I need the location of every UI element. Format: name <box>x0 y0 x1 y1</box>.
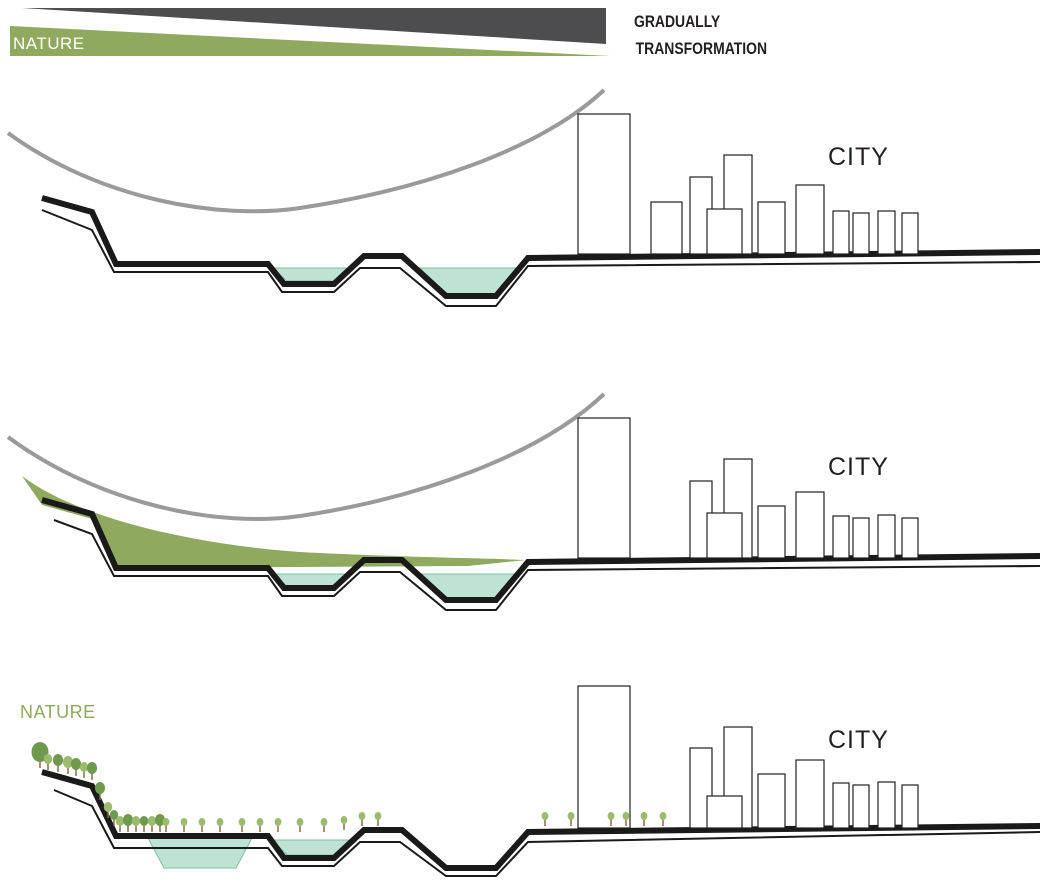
building <box>650 201 683 255</box>
building <box>757 505 786 559</box>
building <box>852 517 870 559</box>
building <box>877 514 896 559</box>
tree-icon <box>622 812 630 820</box>
tree-icon <box>109 810 119 820</box>
city-buildings <box>577 113 919 255</box>
section-1 <box>6 88 1041 307</box>
ground-underline <box>41 209 1041 307</box>
tree-icon <box>147 816 157 826</box>
tree-icon <box>541 812 549 820</box>
tree-icon <box>79 762 89 772</box>
tree-icon <box>180 818 188 826</box>
building <box>877 781 896 829</box>
tree-icon <box>216 818 224 826</box>
building <box>877 210 896 255</box>
tree-icon <box>274 818 282 826</box>
transformation-title: GRADUALLY TRANSFORMATION <box>634 8 767 62</box>
ground-underline <box>53 519 1041 611</box>
water-pool <box>147 837 253 869</box>
building <box>832 210 850 255</box>
tree-icon <box>86 762 98 774</box>
building <box>706 795 743 829</box>
tree-icon <box>607 812 615 820</box>
tree-icon <box>340 816 348 824</box>
tree-icon <box>162 818 170 826</box>
building <box>901 517 919 559</box>
transformation-wedge <box>22 8 606 44</box>
building <box>795 491 825 559</box>
transformation-title-line2: TRANSFORMATION <box>635 39 768 58</box>
tree-icon <box>198 818 206 826</box>
tree-icon <box>374 812 382 820</box>
section-3 <box>31 685 1041 877</box>
city-buildings <box>577 685 919 829</box>
tree-icon <box>358 812 366 820</box>
city-label-3: CITY <box>828 726 889 754</box>
tree-icon <box>567 812 575 820</box>
tree-icon <box>115 816 125 826</box>
building <box>706 208 743 255</box>
building <box>901 212 919 255</box>
tree-icon <box>43 754 53 764</box>
building <box>757 773 786 829</box>
ground-line <box>41 497 1041 603</box>
sky-arc <box>6 392 606 522</box>
ground-line <box>41 769 1041 871</box>
section-2 <box>6 392 1041 611</box>
tree-icon <box>131 816 141 826</box>
building <box>832 782 850 829</box>
tree-icon <box>238 818 246 826</box>
tree-icon <box>70 758 82 770</box>
tree-icon <box>296 818 304 826</box>
tree-icon <box>103 802 113 812</box>
building <box>852 212 870 255</box>
tree-icon <box>154 814 166 826</box>
tree-icon <box>139 816 149 826</box>
tree-icon <box>640 812 648 820</box>
building <box>577 113 631 255</box>
tree-icon <box>320 818 328 826</box>
vegetation-wedge <box>22 476 526 568</box>
nature-label-green: NATURE <box>20 702 96 722</box>
sky-arc <box>6 88 606 214</box>
ground-line <box>41 195 1041 299</box>
building <box>795 184 825 255</box>
tree-icon <box>256 818 264 826</box>
building <box>577 417 631 559</box>
nature-header-label: NATURE <box>13 34 85 53</box>
tree-icon <box>94 782 106 794</box>
building <box>832 515 850 559</box>
tree-icon <box>659 812 667 820</box>
building <box>852 784 870 829</box>
nature-wedge <box>10 26 610 56</box>
building <box>901 784 919 829</box>
tree-icon <box>52 754 64 766</box>
city-label-1: CITY <box>828 143 889 171</box>
building <box>795 759 825 829</box>
building <box>757 201 786 255</box>
transformation-title-line1: GRADUALLY <box>634 12 721 31</box>
tree-icon <box>122 814 134 826</box>
building <box>577 685 631 829</box>
building <box>706 512 743 559</box>
tree-group <box>31 742 667 832</box>
city-label-2: CITY <box>828 453 889 481</box>
city-buildings <box>577 417 919 559</box>
tree-icon <box>62 756 74 768</box>
ground-underline <box>53 789 1041 877</box>
